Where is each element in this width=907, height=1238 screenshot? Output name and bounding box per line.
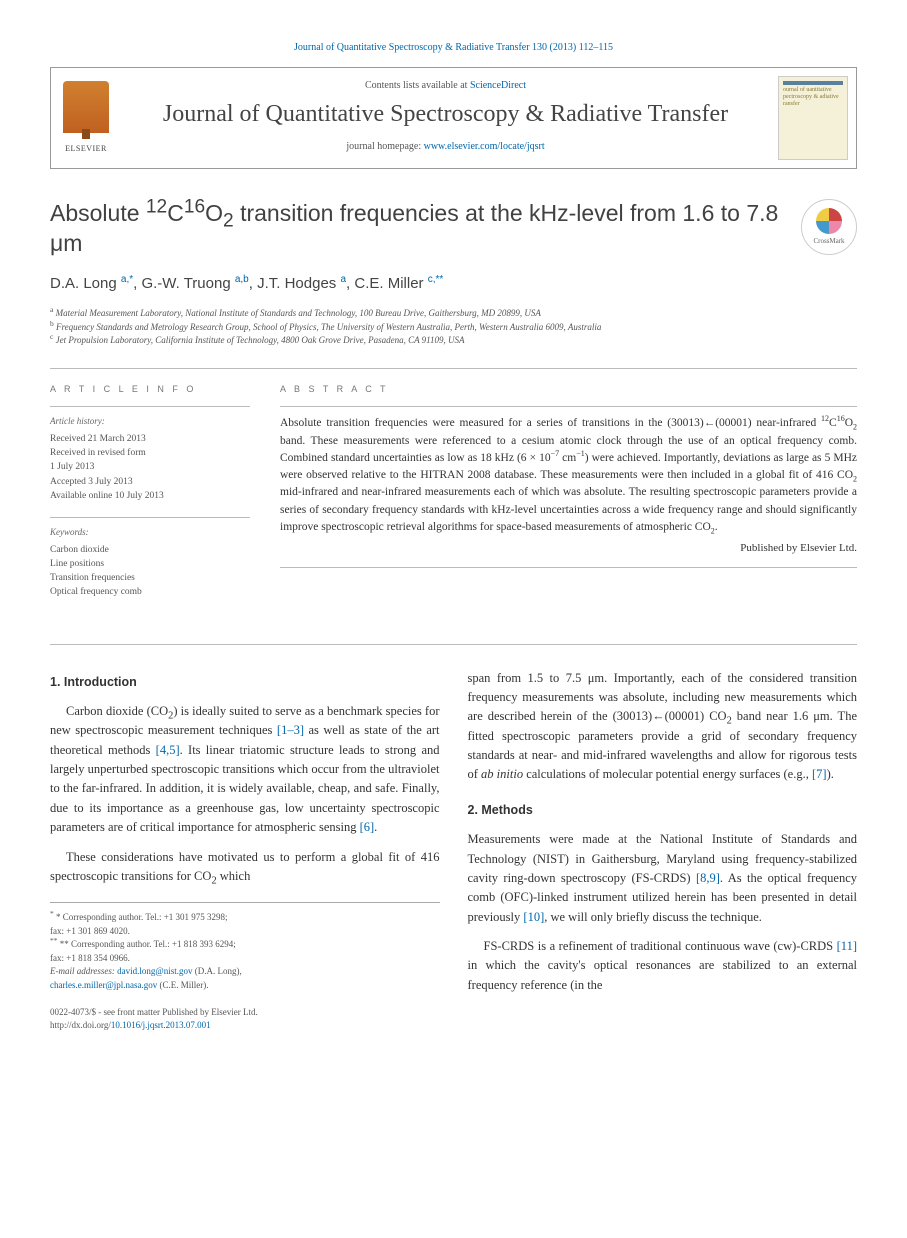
author-list: D.A. Long a,*, G.-W. Truong a,b, J.T. Ho… (50, 273, 857, 296)
abstract-text: Absolute transition frequencies were mea… (280, 415, 857, 536)
affiliation-c: Jet Propulsion Laboratory, California In… (56, 335, 465, 345)
body-paragraph: span from 1.5 to 7.5 μm. Importantly, ea… (468, 669, 858, 785)
homepage-prefix: journal homepage: (346, 141, 423, 152)
keyword: Transition frequencies (50, 571, 250, 585)
corr-author-1: * Corresponding author. Tel.: +1 301 975… (56, 912, 228, 922)
affiliation-b: Frequency Standards and Metrology Resear… (56, 322, 601, 332)
affiliation-a: Material Measurement Laboratory, Nationa… (56, 308, 541, 318)
doi-link[interactable]: 10.1016/j.jqsrt.2013.07.001 (111, 1020, 211, 1030)
section-heading-methods: 2. Methods (468, 801, 858, 820)
email-who-1: (D.A. Long), (192, 966, 241, 976)
contents-prefix: Contents lists available at (365, 80, 470, 91)
email-link-1[interactable]: david.long@nist.gov (117, 966, 192, 976)
corr-author-1-fax: fax: +1 301 869 4020. (50, 925, 440, 939)
keyword: Carbon dioxide (50, 543, 250, 557)
crossmark-icon (816, 208, 842, 234)
elsevier-logo[interactable]: ELSEVIER (51, 68, 121, 168)
article-info-label: A R T I C L E I N F O (50, 383, 250, 397)
history-line: Received in revised form (50, 446, 250, 460)
issn-line: 0022-4073/$ - see front matter Published… (50, 1006, 440, 1019)
history-line: Available online 10 July 2013 (50, 489, 250, 503)
history-line: Received 21 March 2013 (50, 432, 250, 446)
elsevier-label: ELSEVIER (65, 143, 107, 155)
keywords-label: Keywords: (50, 526, 250, 540)
email-who-2: (C.E. Miller). (157, 980, 208, 990)
crossmark-label: CrossMark (813, 236, 844, 247)
journal-name: Journal of Quantitative Spectroscopy & R… (131, 99, 760, 129)
crossmark-badge[interactable]: CrossMark (801, 199, 857, 255)
section-heading-intro: 1. Introduction (50, 673, 440, 692)
publisher-line: Published by Elsevier Ltd. (280, 540, 857, 557)
sciencedirect-link[interactable]: ScienceDirect (470, 80, 526, 91)
journal-issue-link[interactable]: Journal of Quantitative Spectroscopy & R… (294, 42, 613, 53)
abstract-label: A B S T R A C T (280, 383, 857, 397)
email-link-2[interactable]: charles.e.miller@jpl.nasa.gov (50, 980, 157, 990)
journal-header-box: ELSEVIER Contents lists available at Sci… (50, 67, 857, 169)
cover-thumb-text: ournal of uantitative pectroscopy & adia… (783, 87, 839, 107)
contents-available-line: Contents lists available at ScienceDirec… (131, 78, 760, 93)
body-paragraph: Carbon dioxide (CO2) is ideally suited t… (50, 702, 440, 838)
journal-homepage-link[interactable]: www.elsevier.com/locate/jqsrt (424, 141, 545, 152)
corr-author-2-fax: fax: +1 818 354 0966. (50, 952, 440, 966)
journal-homepage-line: journal homepage: www.elsevier.com/locat… (131, 139, 760, 154)
doi-prefix: http://dx.doi.org/ (50, 1020, 111, 1030)
journal-cover-thumbnail[interactable]: ournal of uantitative pectroscopy & adia… (778, 76, 848, 160)
elsevier-tree-icon (63, 81, 109, 133)
keyword: Line positions (50, 557, 250, 571)
keyword: Optical frequency comb (50, 585, 250, 599)
corr-author-2: ** Corresponding author. Tel.: +1 818 39… (60, 939, 236, 949)
body-paragraph: These considerations have motivated us t… (50, 848, 440, 887)
history-line: Accepted 3 July 2013 (50, 475, 250, 489)
body-paragraph: FS-CRDS is a refinement of traditional c… (468, 937, 858, 995)
history-line: 1 July 2013 (50, 460, 250, 474)
body-paragraph: Measurements were made at the National I… (468, 830, 858, 927)
article-title: Absolute 12C16O2 transition frequencies … (50, 199, 787, 259)
history-label: Article history: (50, 415, 250, 429)
email-label: E-mail addresses: (50, 966, 117, 976)
affiliations: a Material Measurement Laboratory, Natio… (50, 307, 857, 348)
